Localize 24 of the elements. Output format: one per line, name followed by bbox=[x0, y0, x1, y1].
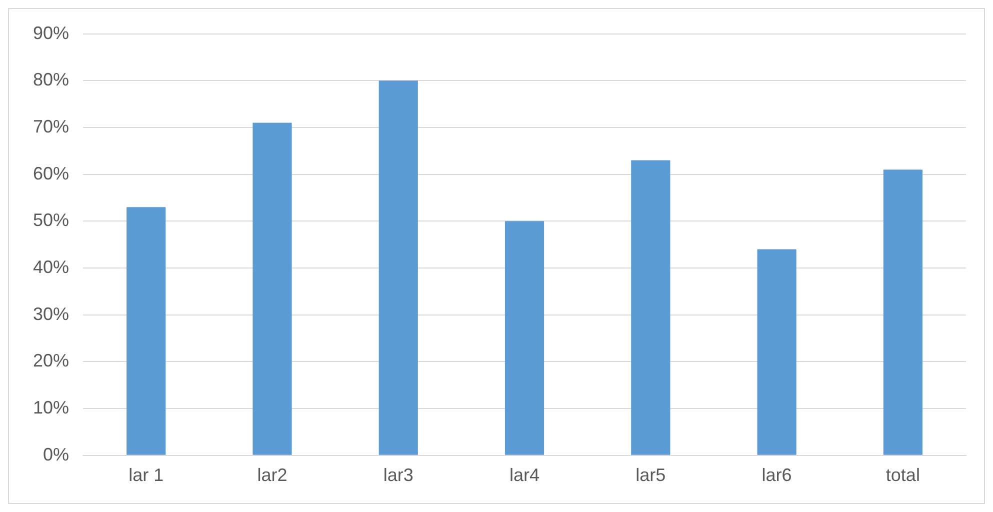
bar bbox=[757, 249, 796, 455]
x-tick-label: lar4 bbox=[510, 465, 540, 486]
bar bbox=[883, 170, 922, 455]
bar bbox=[252, 122, 292, 455]
y-tick-label: 70% bbox=[32, 116, 70, 136]
x-tick-label: lar5 bbox=[636, 465, 666, 486]
y-tick-label: 30% bbox=[32, 304, 70, 324]
y-tick-label: 90% bbox=[32, 22, 70, 43]
bar bbox=[504, 221, 544, 455]
x-tick-label: lar6 bbox=[762, 465, 792, 486]
x-tick-label: total bbox=[886, 465, 920, 486]
y-tick-label: 0% bbox=[43, 444, 70, 464]
y-tick-label: 40% bbox=[32, 256, 70, 277]
x-tick-label: lar2 bbox=[257, 465, 288, 486]
y-tick-label: 80% bbox=[32, 70, 70, 90]
y-tick-label: 50% bbox=[32, 210, 70, 230]
y-tick-label: 10% bbox=[32, 398, 70, 418]
x-tick-label: lar 1 bbox=[128, 465, 164, 486]
bar bbox=[378, 80, 418, 455]
bar bbox=[631, 160, 670, 455]
y-tick-label: 20% bbox=[32, 350, 70, 371]
x-tick-label: lar3 bbox=[383, 465, 414, 486]
bar bbox=[126, 207, 166, 455]
y-tick-label: 60% bbox=[32, 163, 70, 184]
